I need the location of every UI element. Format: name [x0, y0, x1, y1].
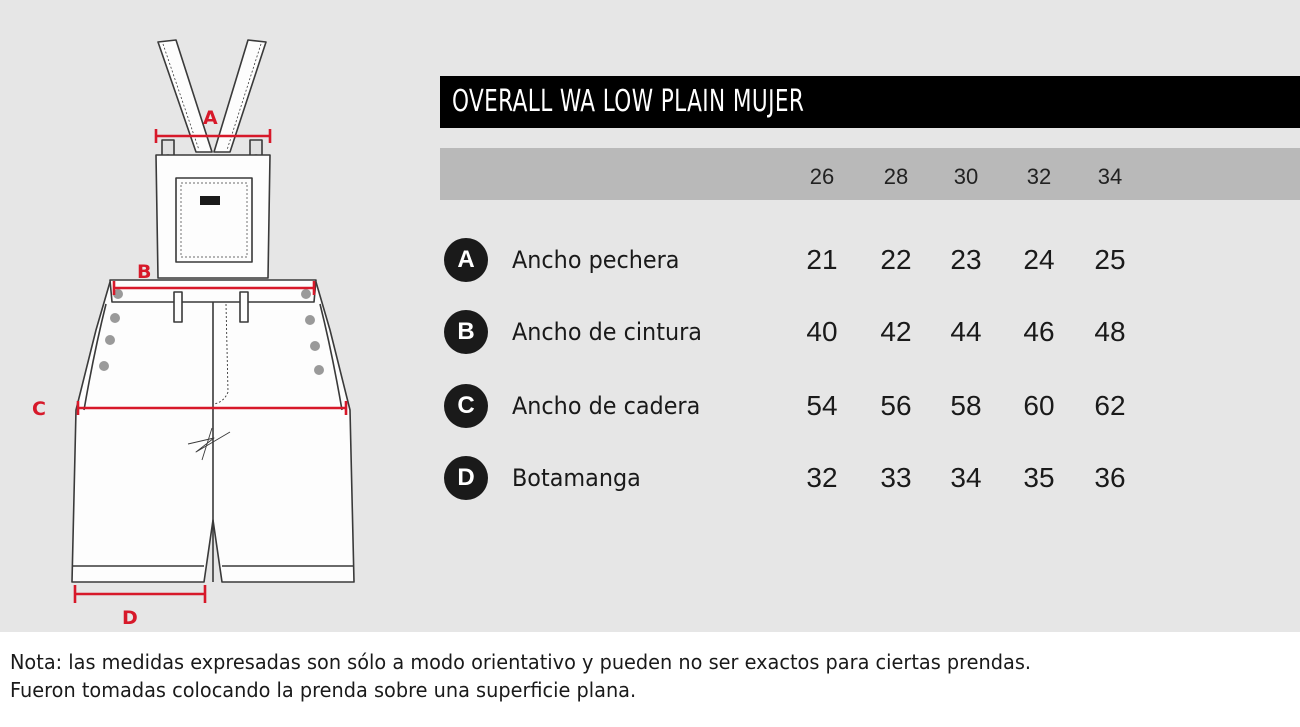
measurement-label: Ancho de cintura — [512, 318, 702, 346]
measurement-value: 62 — [1094, 390, 1126, 421]
note-line-2: Fueron tomadas colocando la prenda sobre… — [10, 678, 637, 702]
measurement-value: 24 — [1023, 244, 1055, 275]
measure-label-a: A — [203, 107, 218, 129]
overall-diagram: A B C D — [0, 0, 420, 632]
letter-badge: C — [444, 384, 488, 428]
measurement-value: 34 — [950, 462, 982, 493]
letter-badge: A — [444, 238, 488, 282]
measurement-value: 40 — [806, 316, 838, 347]
measure-line-a — [154, 129, 272, 143]
size-header-cell: 32 — [1026, 164, 1052, 189]
measurement-value: 56 — [880, 390, 912, 421]
measurement-value: 48 — [1094, 316, 1126, 347]
size-guide-panel: A B C D OVERALL WA LOW PLAIN MUJER 26 28… — [0, 0, 1300, 632]
measurement-value: 23 — [950, 244, 982, 275]
measurement-value: 58 — [950, 390, 982, 421]
measurement-value: 46 — [1023, 316, 1055, 347]
measurement-value: 33 — [880, 462, 912, 493]
note-line-1: Nota: las medidas expresadas son sólo a … — [10, 650, 1032, 674]
measurement-value: 60 — [1023, 390, 1055, 421]
measurement-value: 21 — [806, 244, 838, 275]
size-header-cell: 26 — [809, 164, 835, 189]
size-header-cell: 34 — [1097, 164, 1123, 189]
measure-label-b: B — [137, 261, 151, 283]
measurement-value: 35 — [1023, 462, 1055, 493]
measurement-label: Botamanga — [512, 464, 641, 492]
product-title: OVERALL WA LOW PLAIN MUJER — [452, 84, 805, 119]
measurement-label: Ancho de cadera — [512, 392, 701, 420]
measurement-value: 36 — [1094, 462, 1126, 493]
measurement-value: 54 — [806, 390, 838, 421]
measurement-row: C Ancho de cadera 54 56 58 60 62 — [440, 384, 1300, 428]
size-header-cell: 28 — [883, 164, 909, 189]
measurement-row: D Botamanga 32 33 34 35 36 — [440, 456, 1300, 500]
title-bar: OVERALL WA LOW PLAIN MUJER — [440, 76, 1300, 128]
measurement-note: Nota: las medidas expresadas son sólo a … — [10, 648, 1295, 704]
measure-label-c: C — [32, 398, 46, 420]
measurement-value: 25 — [1094, 244, 1126, 275]
letter-badge: D — [444, 456, 488, 500]
measure-line-c — [76, 401, 348, 415]
size-header-cell: 30 — [953, 164, 979, 189]
measurement-value: 44 — [950, 316, 982, 347]
measurement-value: 22 — [880, 244, 912, 275]
measurement-value: 32 — [806, 462, 838, 493]
letter-badge: B — [444, 310, 488, 354]
measurement-row: B Ancho de cintura 40 42 44 46 48 — [440, 310, 1300, 354]
size-header: 26 28 30 32 34 — [440, 148, 1300, 200]
measure-line-d — [73, 585, 207, 603]
measure-label-d: D — [122, 607, 138, 629]
measurement-row: A Ancho pechera 21 22 23 24 25 — [440, 238, 1300, 282]
overall-drawing — [71, 39, 355, 583]
measurement-value: 42 — [880, 316, 912, 347]
measurement-label: Ancho pechera — [512, 246, 680, 274]
measure-line-b — [112, 281, 316, 295]
